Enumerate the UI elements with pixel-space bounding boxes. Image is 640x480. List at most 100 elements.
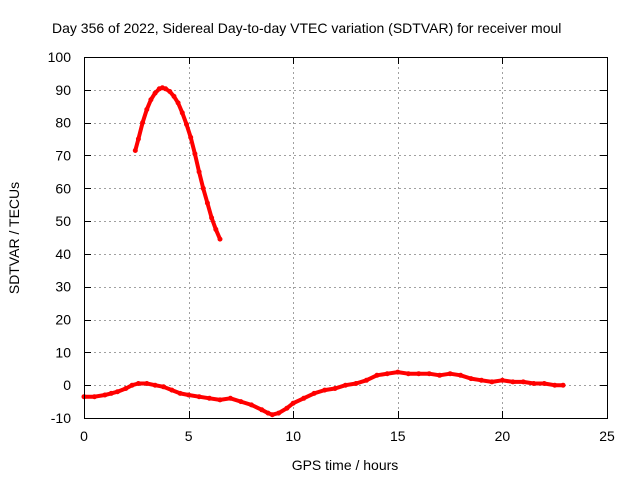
data-point — [301, 395, 307, 401]
data-point — [186, 392, 192, 398]
data-point — [204, 200, 210, 206]
data-point — [192, 151, 198, 157]
data-point — [227, 395, 233, 401]
data-point — [152, 382, 158, 388]
data-point — [520, 379, 526, 385]
data-point — [353, 381, 359, 386]
data-point — [265, 410, 271, 416]
data-point — [363, 377, 369, 383]
data-point — [184, 121, 189, 127]
data-point — [169, 387, 175, 393]
data-point — [144, 107, 150, 112]
data-point — [322, 387, 328, 393]
data-point — [196, 394, 202, 400]
data-point — [374, 372, 380, 378]
data-point — [92, 394, 97, 400]
data-point — [311, 390, 317, 396]
y-tick-label: -10 — [51, 410, 71, 426]
data-point — [426, 371, 432, 377]
y-tick-label: 30 — [55, 279, 71, 295]
data-point — [479, 377, 484, 383]
data-point — [284, 405, 290, 411]
series-line-low-trace — [82, 370, 566, 417]
data-point — [290, 400, 296, 406]
y-tick-label: 20 — [55, 312, 71, 328]
x-tick-label: 0 — [80, 428, 88, 444]
y-tick-label: 50 — [55, 213, 71, 229]
data-point — [175, 100, 181, 106]
x-tick-label: 15 — [390, 428, 406, 444]
ticks — [84, 57, 608, 419]
x-tick-label: 5 — [185, 428, 193, 444]
y-tick-label: 60 — [55, 180, 71, 196]
data-point — [552, 382, 558, 388]
data-point — [177, 390, 183, 396]
data-point — [188, 134, 194, 140]
data-point — [200, 185, 206, 191]
x-tick-label: 25 — [599, 428, 615, 444]
data-point — [167, 89, 173, 94]
data-point — [489, 379, 495, 385]
data-point — [115, 389, 120, 395]
y-tick-label: 70 — [55, 147, 71, 163]
y-tick-label: 90 — [55, 82, 71, 98]
data-point — [132, 148, 138, 153]
y-tick-labels: -10 0 10 20 30 40 50 60 70 80 90 100 — [48, 49, 72, 426]
data-point — [416, 371, 422, 377]
data-point — [217, 236, 223, 242]
data-point — [531, 381, 537, 386]
data-point — [541, 381, 547, 386]
y-tick-label: 80 — [55, 115, 71, 131]
chart-title: Day 356 of 2022, Sidereal Day-to-day VTE… — [52, 20, 561, 36]
data-point — [148, 97, 154, 103]
x-tick-label: 10 — [285, 428, 301, 444]
data-point — [209, 215, 215, 221]
data-point — [144, 381, 150, 386]
data-point — [395, 369, 401, 375]
x-tick-labels: 0 5 10 15 20 25 — [80, 428, 615, 444]
data-point — [259, 407, 265, 413]
data-point — [458, 372, 464, 378]
data-point — [196, 169, 202, 175]
series-group — [81, 85, 566, 418]
data-point — [135, 381, 141, 386]
data-point — [102, 392, 108, 398]
x-axis-label: GPS time / hours — [292, 457, 399, 473]
data-point — [248, 402, 254, 408]
data-point — [384, 371, 390, 377]
y-tick-label: 100 — [48, 49, 72, 65]
data-point — [163, 86, 169, 92]
data-point — [179, 110, 185, 116]
data-point — [171, 93, 177, 99]
data-point — [332, 386, 338, 391]
plot-frame — [84, 57, 608, 419]
series-line-high-arc — [133, 85, 222, 242]
data-point — [560, 382, 566, 388]
data-point — [213, 226, 219, 232]
y-axis-label: SDTVAR / TECUs — [6, 182, 22, 294]
y-tick-label: 0 — [63, 377, 71, 393]
data-point — [140, 120, 146, 126]
data-point — [135, 136, 141, 142]
data-point — [510, 379, 516, 385]
data-point — [269, 412, 275, 418]
data-point — [238, 399, 244, 405]
data-point — [499, 377, 505, 383]
data-point — [152, 90, 158, 96]
series-low-trace — [81, 369, 566, 418]
data-point — [405, 371, 411, 377]
data-point — [108, 390, 114, 396]
data-point — [129, 382, 135, 388]
data-point — [161, 384, 166, 390]
x-tick-label: 20 — [495, 428, 511, 444]
data-point — [468, 376, 474, 382]
data-point — [447, 371, 453, 377]
data-point — [437, 372, 443, 378]
data-point — [123, 386, 129, 391]
y-tick-label: 40 — [55, 246, 71, 262]
data-point — [276, 410, 282, 416]
y-tick-label: 10 — [55, 344, 71, 360]
series-high-arc — [132, 85, 223, 242]
data-point — [343, 382, 348, 388]
